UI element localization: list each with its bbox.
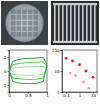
data-point bbox=[74, 74, 77, 77]
x-tick: 0.1 bbox=[63, 92, 70, 98]
chart: 0.1110110100 bbox=[52, 48, 98, 99]
data-point bbox=[69, 72, 72, 75]
y-tick-mark bbox=[61, 92, 63, 93]
device bbox=[28, 21, 33, 26]
x-tick-label: 0.5 bbox=[25, 93, 32, 98]
y-tick-label: 2 bbox=[4, 55, 7, 60]
y-tick-label: 1 bbox=[57, 90, 60, 95]
device bbox=[11, 32, 16, 37]
device bbox=[22, 32, 27, 37]
y-tick: 100 bbox=[52, 48, 62, 53]
finger bbox=[70, 5, 72, 41]
finger bbox=[54, 5, 56, 41]
plot-marks bbox=[9, 57, 47, 83]
series-line bbox=[9, 57, 47, 83]
finger bbox=[66, 5, 68, 41]
device bbox=[17, 15, 22, 20]
x-tick-label: 10 bbox=[91, 93, 97, 98]
device bbox=[11, 26, 16, 31]
data-point bbox=[88, 87, 91, 90]
y-axis: 1 10 100 bbox=[52, 48, 63, 95]
data-point bbox=[78, 63, 81, 66]
device bbox=[33, 26, 38, 31]
data-point bbox=[65, 57, 68, 60]
device bbox=[28, 32, 33, 37]
device bbox=[17, 21, 22, 26]
data-point bbox=[92, 76, 95, 79]
y-tick-label: 0 bbox=[4, 69, 7, 74]
device bbox=[17, 32, 22, 37]
device bbox=[22, 10, 27, 15]
y-tick: 0 bbox=[4, 69, 9, 74]
device bbox=[11, 10, 16, 15]
device bbox=[11, 21, 16, 26]
x-tick-label: 0.1 bbox=[63, 93, 70, 98]
device bbox=[22, 15, 27, 20]
finger bbox=[78, 5, 80, 41]
micrograph bbox=[51, 1, 99, 45]
x-tick: 0.5 bbox=[25, 92, 32, 98]
series-line bbox=[9, 62, 47, 80]
wafer-photo bbox=[1, 1, 48, 45]
device bbox=[22, 21, 27, 26]
device bbox=[22, 26, 27, 31]
y-tick-mark bbox=[8, 85, 10, 86]
y-tick: 2 bbox=[4, 55, 9, 60]
bus-bar bbox=[53, 41, 97, 43]
chart: 00.51-202 bbox=[3, 50, 50, 98]
wafer bbox=[6, 4, 44, 42]
y-tick-mark bbox=[8, 71, 10, 72]
device bbox=[28, 10, 33, 15]
device bbox=[17, 10, 22, 15]
y-axis-line bbox=[61, 51, 63, 93]
y-tick-mark bbox=[61, 71, 63, 72]
x-tick: 1 bbox=[46, 92, 49, 98]
y-axis: -2 0 2 bbox=[3, 51, 10, 93]
plot-frame bbox=[62, 50, 97, 92]
x-tick: 10 bbox=[91, 92, 97, 98]
x-tick-label: 1 bbox=[79, 93, 82, 98]
x-tick: 0 bbox=[8, 92, 11, 98]
data-point bbox=[82, 81, 85, 84]
y-tick-mark bbox=[61, 50, 63, 51]
finger bbox=[58, 5, 60, 41]
device bbox=[28, 26, 33, 31]
x-tick-label: 1 bbox=[46, 93, 49, 98]
x-axis: 0.1 1 10 bbox=[63, 92, 98, 98]
y-tick-label: 100 bbox=[52, 48, 60, 53]
bus-bar bbox=[53, 3, 97, 5]
finger bbox=[94, 5, 96, 41]
device bbox=[33, 15, 38, 20]
series-line bbox=[9, 66, 47, 75]
device bbox=[33, 10, 38, 15]
finger bbox=[90, 5, 92, 41]
device bbox=[17, 26, 22, 31]
x-axis: 00.51 bbox=[8, 92, 49, 98]
y-tick: 1 bbox=[57, 90, 62, 95]
y-tick-label: 10 bbox=[54, 69, 60, 74]
finger bbox=[82, 5, 84, 41]
micrograph-background bbox=[51, 1, 99, 45]
data-point bbox=[85, 70, 88, 73]
device bbox=[33, 21, 38, 26]
device bbox=[11, 15, 16, 20]
figure: 00.51-2020.1110110100 bbox=[0, 0, 100, 112]
plot-frame bbox=[9, 50, 47, 92]
y-tick-mark bbox=[8, 57, 10, 58]
data-point bbox=[71, 60, 74, 63]
device bbox=[28, 15, 33, 20]
y-tick: 10 bbox=[54, 69, 62, 74]
x-tick: 1 bbox=[79, 92, 82, 98]
y-tick: -2 bbox=[3, 83, 10, 88]
finger bbox=[74, 5, 76, 41]
photo-background bbox=[1, 1, 48, 45]
y-tick-label: -2 bbox=[3, 83, 7, 88]
x-tick-label: 0 bbox=[8, 93, 11, 98]
plot-marks bbox=[65, 57, 95, 90]
finger bbox=[62, 5, 64, 41]
finger bbox=[86, 5, 88, 41]
device bbox=[33, 32, 38, 37]
